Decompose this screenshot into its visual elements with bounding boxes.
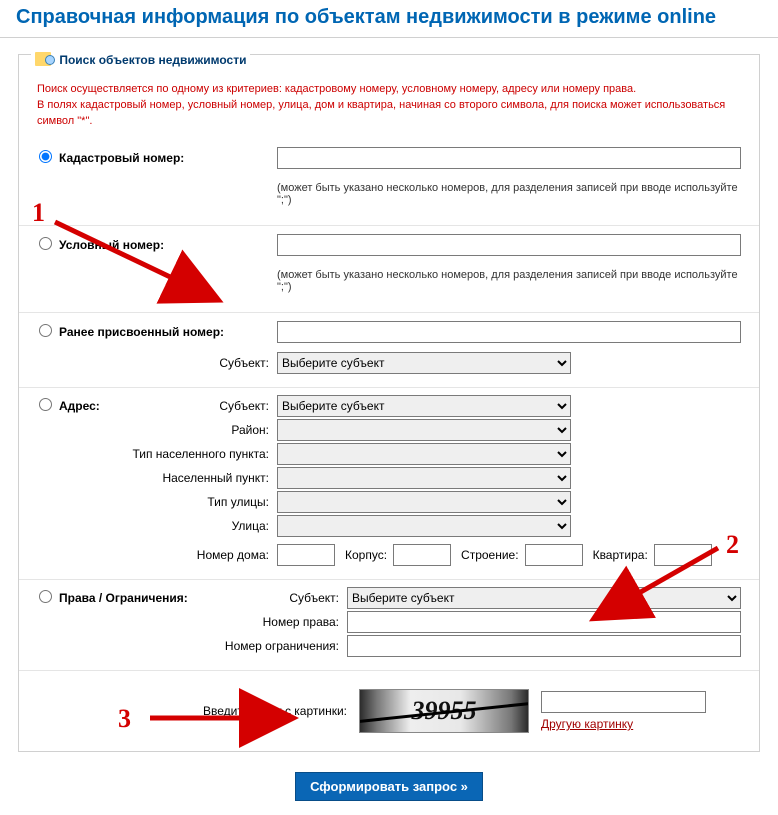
label-previous: Ранее присвоенный номер: (59, 325, 277, 339)
input-right-no[interactable] (347, 611, 741, 633)
input-addr-building[interactable] (525, 544, 583, 566)
annotation-3: 3 (118, 704, 131, 734)
input-restriction-no[interactable] (347, 635, 741, 657)
label-previous-subject: Субъект: (37, 356, 277, 370)
captcha-label: Введите текст с картинки: (37, 704, 347, 718)
select-addr-district[interactable] (277, 419, 571, 441)
label-addr-subject: Субъект: (167, 399, 277, 413)
label-addr-street-type: Тип улицы: (37, 495, 277, 509)
select-addr-settlement[interactable] (277, 467, 571, 489)
label-addr-apartment: Квартира: (593, 548, 648, 562)
radio-previous[interactable] (39, 324, 52, 337)
section-previous: Ранее присвоенный номер: Субъект: Выбери… (19, 312, 759, 387)
label-address: Адрес: (59, 399, 167, 413)
label-cadastral: Кадастровый номер: (59, 151, 277, 165)
section-conditional: Условный номер: (может быть указано неск… (19, 225, 759, 312)
select-previous-subject[interactable]: Выберите субъект (277, 352, 571, 374)
input-cadastral[interactable] (277, 147, 741, 169)
section-address: Адрес: Субъект: Выберите субъект Район: … (19, 387, 759, 579)
label-rights: Права / Ограничения: (59, 591, 277, 605)
captcha-input[interactable] (541, 691, 706, 713)
captcha-other-link[interactable]: Другую картинку (541, 717, 706, 731)
section-rights: Права / Ограничения: Субъект: Выберите с… (19, 579, 759, 670)
label-right-no: Номер права: (37, 615, 347, 629)
submit-row: Сформировать запрос » (0, 760, 778, 815)
input-addr-house[interactable] (277, 544, 335, 566)
radio-cadastral[interactable] (39, 150, 52, 163)
annotation-1: 1 (32, 198, 45, 228)
select-rights-subject[interactable]: Выберите субъект (347, 587, 741, 609)
section-cadastral: Кадастровый номер: (может быть указано н… (19, 139, 759, 225)
captcha-image: 39955 (359, 689, 529, 733)
select-addr-street[interactable] (277, 515, 571, 537)
label-addr-korpus: Корпус: (345, 548, 387, 562)
input-conditional[interactable] (277, 234, 741, 256)
input-previous[interactable] (277, 321, 741, 343)
label-addr-settlement: Населенный пункт: (37, 471, 277, 485)
label-restriction-no: Номер ограничения: (37, 639, 347, 653)
label-conditional: Условный номер: (59, 238, 277, 252)
search-hints: Поиск осуществляется по одному из критер… (19, 69, 759, 139)
select-addr-settlement-type[interactable] (277, 443, 571, 465)
hint-line-2: В полях кадастровый номер, условный номе… (37, 97, 741, 129)
hint-conditional: (может быть указано несколько номеров, д… (277, 265, 741, 299)
select-addr-subject[interactable]: Выберите субъект (277, 395, 571, 417)
label-addr-street: Улица: (37, 519, 277, 533)
label-addr-district: Район: (37, 423, 277, 437)
input-addr-apartment[interactable] (654, 544, 712, 566)
hint-cadastral: (может быть указано несколько номеров, д… (277, 178, 741, 212)
hint-line-1: Поиск осуществляется по одному из критер… (37, 81, 741, 97)
input-addr-korpus[interactable] (393, 544, 451, 566)
search-panel: Поиск объектов недвижимости Поиск осущес… (18, 54, 760, 752)
select-addr-street-type[interactable] (277, 491, 571, 513)
panel-legend-text: Поиск объектов недвижимости (59, 53, 246, 67)
radio-address[interactable] (39, 398, 52, 411)
annotation-2: 2 (726, 530, 739, 560)
label-rights-subject: Субъект: (277, 591, 347, 605)
search-folder-icon (35, 52, 51, 66)
label-addr-house: Номер дома: (37, 548, 277, 562)
label-addr-building: Строение: (461, 548, 519, 562)
panel-legend: Поиск объектов недвижимости (31, 52, 250, 67)
label-addr-settlement-type: Тип населенного пункта: (37, 447, 277, 461)
radio-conditional[interactable] (39, 237, 52, 250)
submit-button[interactable]: Сформировать запрос » (295, 772, 483, 801)
radio-rights[interactable] (39, 590, 52, 603)
page-title: Справочная информация по объектам недвиж… (0, 0, 778, 38)
